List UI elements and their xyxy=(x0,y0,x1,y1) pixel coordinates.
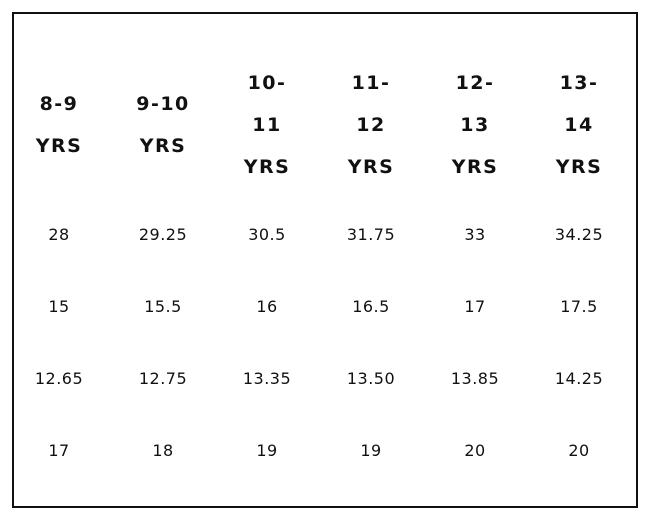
header-cell: 10-11 YRS xyxy=(215,52,319,198)
table-cell: 18 xyxy=(152,440,174,460)
header-text: 11-12 YRS xyxy=(347,72,395,178)
header-row: 8-9 YRS 9-10 YRS 10-11 YRS 11-12 YRS 12-13 Y… xyxy=(7,52,631,198)
table-cell: 13.50 xyxy=(346,368,396,388)
table-cell: 14.25 xyxy=(554,368,604,388)
table-cell: 15.5 xyxy=(144,296,182,316)
table-row: 28 29.25 30.5 31.75 33 34.25 xyxy=(7,198,631,270)
table-cell: 29.25 xyxy=(138,224,188,244)
table-cell: 20 xyxy=(464,440,486,460)
header-text: 10-11 YRS xyxy=(243,72,291,178)
header-cell: 8-9 YRS xyxy=(7,52,111,198)
table-cell: 34.25 xyxy=(554,224,604,244)
size-table: 8-9 YRS 9-10 YRS 10-11 YRS 11-12 YRS 12-13 Y… xyxy=(7,52,631,486)
header-cell: 12-13 YRS xyxy=(423,52,527,198)
header-cell: 9-10 YRS xyxy=(111,52,215,198)
table-cell: 16 xyxy=(256,296,278,316)
header-text: 12-13 YRS xyxy=(451,72,499,178)
table-cell: 33 xyxy=(464,224,486,244)
table-cell: 17 xyxy=(48,440,70,460)
table-cell: 20 xyxy=(568,440,590,460)
table-row: 17 18 19 19 20 20 xyxy=(7,414,631,486)
table-cell: 19 xyxy=(360,440,382,460)
header-text: 9-10 YRS xyxy=(136,93,190,157)
table-cell: 16.5 xyxy=(352,296,390,316)
table-cell: 19 xyxy=(256,440,278,460)
table-cell: 17.5 xyxy=(560,296,598,316)
table-row: 12.65 12.75 13.35 13.50 13.85 14.25 xyxy=(7,342,631,414)
table-cell: 13.85 xyxy=(450,368,500,388)
table-cell: 28 xyxy=(48,224,70,244)
table-cell: 17 xyxy=(464,296,486,316)
table-cell: 13.35 xyxy=(242,368,292,388)
table-cell: 30.5 xyxy=(248,224,286,244)
table-body: 28 29.25 30.5 31.75 33 34.25 15 15.5 16 16.5 17 17.… xyxy=(7,198,631,486)
table-row: 15 15.5 16 16.5 17 17.5 xyxy=(7,270,631,342)
table-cell: 15 xyxy=(48,296,70,316)
header-cell: 11-12 YRS xyxy=(319,52,423,198)
header-text: 13-14 YRS xyxy=(555,72,603,178)
table-frame xyxy=(12,12,638,508)
table-cell: 12.65 xyxy=(34,368,84,388)
header-cell: 13-14 YRS xyxy=(527,52,631,198)
table-cell: 31.75 xyxy=(346,224,396,244)
table-cell: 12.75 xyxy=(138,368,188,388)
header-text: 8-9 YRS xyxy=(35,93,83,157)
